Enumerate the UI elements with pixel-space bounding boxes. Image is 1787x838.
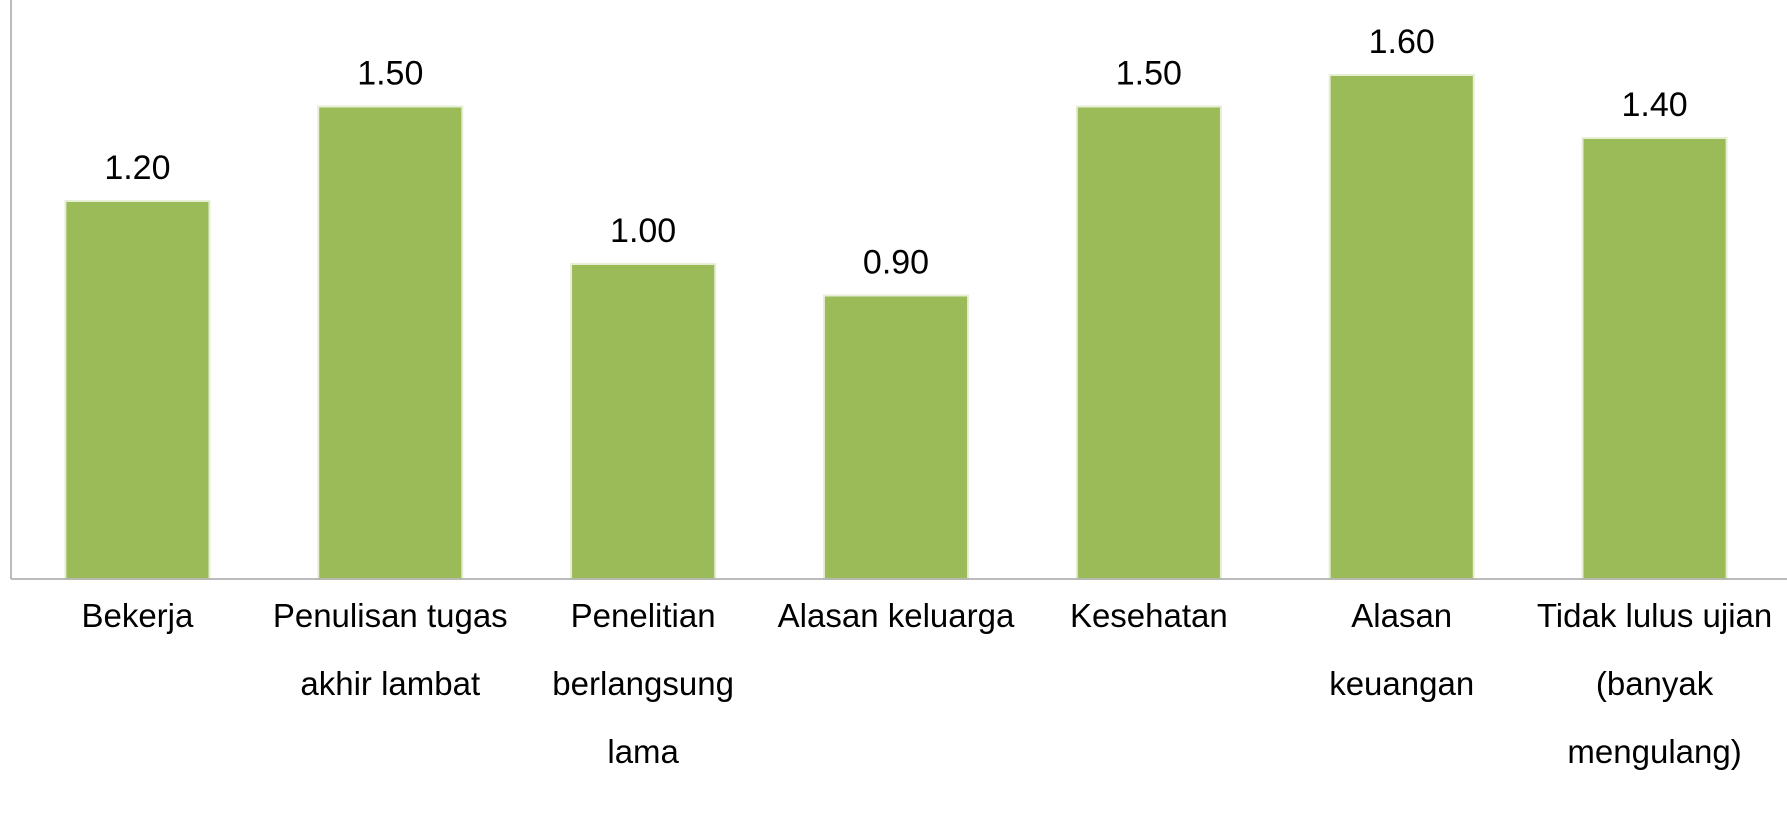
data-label: 1.50 bbox=[1116, 55, 1182, 93]
bar bbox=[822, 294, 970, 580]
x-tick-label: Alasan keuangan bbox=[1329, 597, 1475, 702]
x-tick-label: Penulisan tugas akhir lambat bbox=[272, 597, 508, 702]
data-label: 1.50 bbox=[357, 55, 423, 93]
data-label: 1.40 bbox=[1621, 86, 1687, 124]
bar bbox=[64, 200, 211, 580]
data-label: 0.90 bbox=[863, 244, 929, 282]
bar bbox=[317, 105, 464, 580]
x-tick-label: Penelitian berlangsung lama bbox=[552, 597, 734, 770]
data-label: 1.60 bbox=[1369, 23, 1435, 61]
x-tick-label: Bekerja bbox=[81, 597, 194, 634]
bar bbox=[570, 263, 717, 580]
bar bbox=[1075, 105, 1222, 580]
data-label: 1.20 bbox=[104, 149, 170, 187]
x-tick-label: Tidak lulus ujian (banyak mengulang) bbox=[1536, 597, 1773, 770]
bar bbox=[1581, 137, 1728, 580]
x-tick-label: Alasan keluarga bbox=[777, 597, 1015, 634]
data-label: 1.00 bbox=[610, 212, 676, 250]
x-tick-label: Kesehatan bbox=[1069, 597, 1228, 634]
bar bbox=[1328, 74, 1475, 580]
